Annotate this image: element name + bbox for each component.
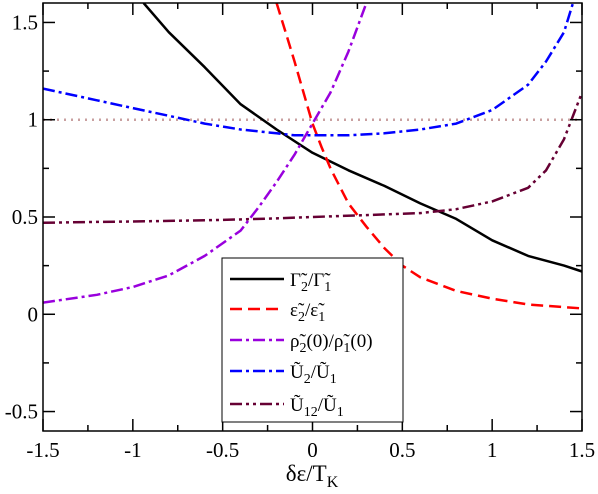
y-tick-label: 0.5 <box>12 205 38 229</box>
series-line-2 <box>43 3 368 304</box>
y-tick-label: 0 <box>28 302 39 326</box>
x-tick-label: 1.5 <box>569 438 595 462</box>
legend: Γ̃2/Γ̃1 ε̃2/ε̃1 ρ̃2(0)/ρ̃1(0) Ũ2/Ũ1 Ũ12/… <box>221 257 404 423</box>
series-line-0 <box>142 3 582 273</box>
y-tick-label: 1.5 <box>12 10 38 34</box>
legend-label-u2: Ũ2/Ũ1 <box>290 361 337 387</box>
x-tick-label: 1 <box>487 438 498 462</box>
series-line-3 <box>43 3 575 137</box>
x-tick-label: -1 <box>124 438 142 462</box>
series-line-1 <box>275 3 582 310</box>
x-axis-label: δε/TK <box>286 461 339 491</box>
y-tick-label: -0.5 <box>5 400 38 424</box>
legend-box <box>221 257 404 423</box>
legend-label-u12: Ũ12/Ũ1 <box>290 394 344 420</box>
y-tick-label: 1 <box>28 108 39 132</box>
x-tick-label: -0.5 <box>206 438 239 462</box>
series-line-4 <box>43 92 582 225</box>
x-tick-label: -1.5 <box>26 438 59 462</box>
x-tick-label: 0.5 <box>389 438 415 462</box>
x-tick-label: 0 <box>307 438 318 462</box>
